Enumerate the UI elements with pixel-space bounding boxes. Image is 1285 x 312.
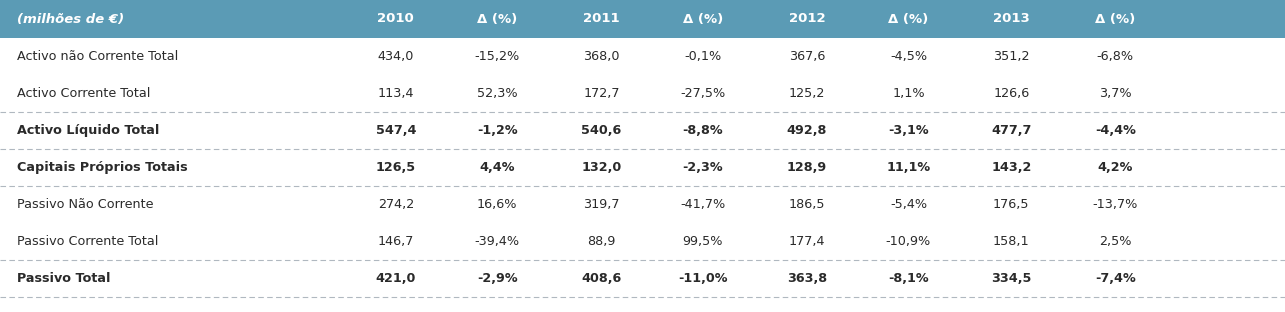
Text: 4,4%: 4,4% — [479, 161, 515, 174]
Text: -6,8%: -6,8% — [1097, 50, 1133, 63]
Text: 2013: 2013 — [993, 12, 1029, 26]
Text: Δ (%): Δ (%) — [682, 12, 723, 26]
Text: 3,7%: 3,7% — [1099, 87, 1132, 100]
Text: 132,0: 132,0 — [581, 161, 622, 174]
Text: 186,5: 186,5 — [789, 198, 825, 211]
Text: -10,9%: -10,9% — [885, 235, 932, 248]
Bar — [0, 0, 1285, 38]
Text: -4,5%: -4,5% — [891, 50, 926, 63]
Text: -15,2%: -15,2% — [474, 50, 520, 63]
Text: 547,4: 547,4 — [375, 124, 416, 137]
Text: 158,1: 158,1 — [993, 235, 1029, 248]
Text: 2011: 2011 — [583, 12, 619, 26]
Text: 421,0: 421,0 — [375, 272, 416, 285]
Text: Δ (%): Δ (%) — [888, 12, 929, 26]
Text: -8,1%: -8,1% — [888, 272, 929, 285]
Text: 126,5: 126,5 — [375, 161, 416, 174]
Text: Δ (%): Δ (%) — [477, 12, 518, 26]
Text: 128,9: 128,9 — [786, 161, 828, 174]
Text: 2010: 2010 — [378, 12, 414, 26]
Text: 540,6: 540,6 — [581, 124, 622, 137]
Text: 11,1%: 11,1% — [887, 161, 930, 174]
Text: (milhões de €): (milhões de €) — [18, 12, 125, 26]
Text: 319,7: 319,7 — [583, 198, 619, 211]
Text: -11,0%: -11,0% — [678, 272, 727, 285]
Text: Activo Líquido Total: Activo Líquido Total — [18, 124, 159, 137]
Text: Passivo Corrente Total: Passivo Corrente Total — [18, 235, 159, 248]
Text: -0,1%: -0,1% — [685, 50, 721, 63]
Text: -39,4%: -39,4% — [474, 235, 520, 248]
Text: 2,5%: 2,5% — [1099, 235, 1132, 248]
Text: -2,3%: -2,3% — [682, 161, 723, 174]
Text: -8,8%: -8,8% — [682, 124, 723, 137]
Text: -41,7%: -41,7% — [680, 198, 726, 211]
Text: 177,4: 177,4 — [789, 235, 825, 248]
Text: 408,6: 408,6 — [581, 272, 622, 285]
Text: 363,8: 363,8 — [786, 272, 828, 285]
Text: -7,4%: -7,4% — [1095, 272, 1136, 285]
Text: Passivo Não Corrente: Passivo Não Corrente — [18, 198, 154, 211]
Text: 172,7: 172,7 — [583, 87, 619, 100]
Text: 367,6: 367,6 — [789, 50, 825, 63]
Text: 2012: 2012 — [789, 12, 825, 26]
Text: 351,2: 351,2 — [993, 50, 1029, 63]
Text: 125,2: 125,2 — [789, 87, 825, 100]
Text: 334,5: 334,5 — [991, 272, 1032, 285]
Text: -4,4%: -4,4% — [1095, 124, 1136, 137]
Text: 4,2%: 4,2% — [1097, 161, 1133, 174]
Text: -3,1%: -3,1% — [888, 124, 929, 137]
Text: 368,0: 368,0 — [583, 50, 619, 63]
Text: 477,7: 477,7 — [991, 124, 1032, 137]
Text: 143,2: 143,2 — [991, 161, 1032, 174]
Text: -1,2%: -1,2% — [477, 124, 518, 137]
Text: 113,4: 113,4 — [378, 87, 414, 100]
Text: Capitais Próprios Totais: Capitais Próprios Totais — [18, 161, 188, 174]
Text: Δ (%): Δ (%) — [1095, 12, 1136, 26]
Text: 52,3%: 52,3% — [477, 87, 518, 100]
Text: 146,7: 146,7 — [378, 235, 414, 248]
Text: 434,0: 434,0 — [378, 50, 414, 63]
Text: 492,8: 492,8 — [786, 124, 828, 137]
Text: Activo não Corrente Total: Activo não Corrente Total — [18, 50, 179, 63]
Text: 16,6%: 16,6% — [477, 198, 518, 211]
Text: -13,7%: -13,7% — [1092, 198, 1139, 211]
Text: 274,2: 274,2 — [378, 198, 414, 211]
Text: 99,5%: 99,5% — [682, 235, 723, 248]
Text: 1,1%: 1,1% — [892, 87, 925, 100]
Text: -5,4%: -5,4% — [891, 198, 926, 211]
Text: 176,5: 176,5 — [993, 198, 1029, 211]
Text: Passivo Total: Passivo Total — [18, 272, 111, 285]
Text: 126,6: 126,6 — [993, 87, 1029, 100]
Text: 88,9: 88,9 — [587, 235, 616, 248]
Text: Activo Corrente Total: Activo Corrente Total — [18, 87, 150, 100]
Text: -2,9%: -2,9% — [477, 272, 518, 285]
Text: -27,5%: -27,5% — [680, 87, 726, 100]
